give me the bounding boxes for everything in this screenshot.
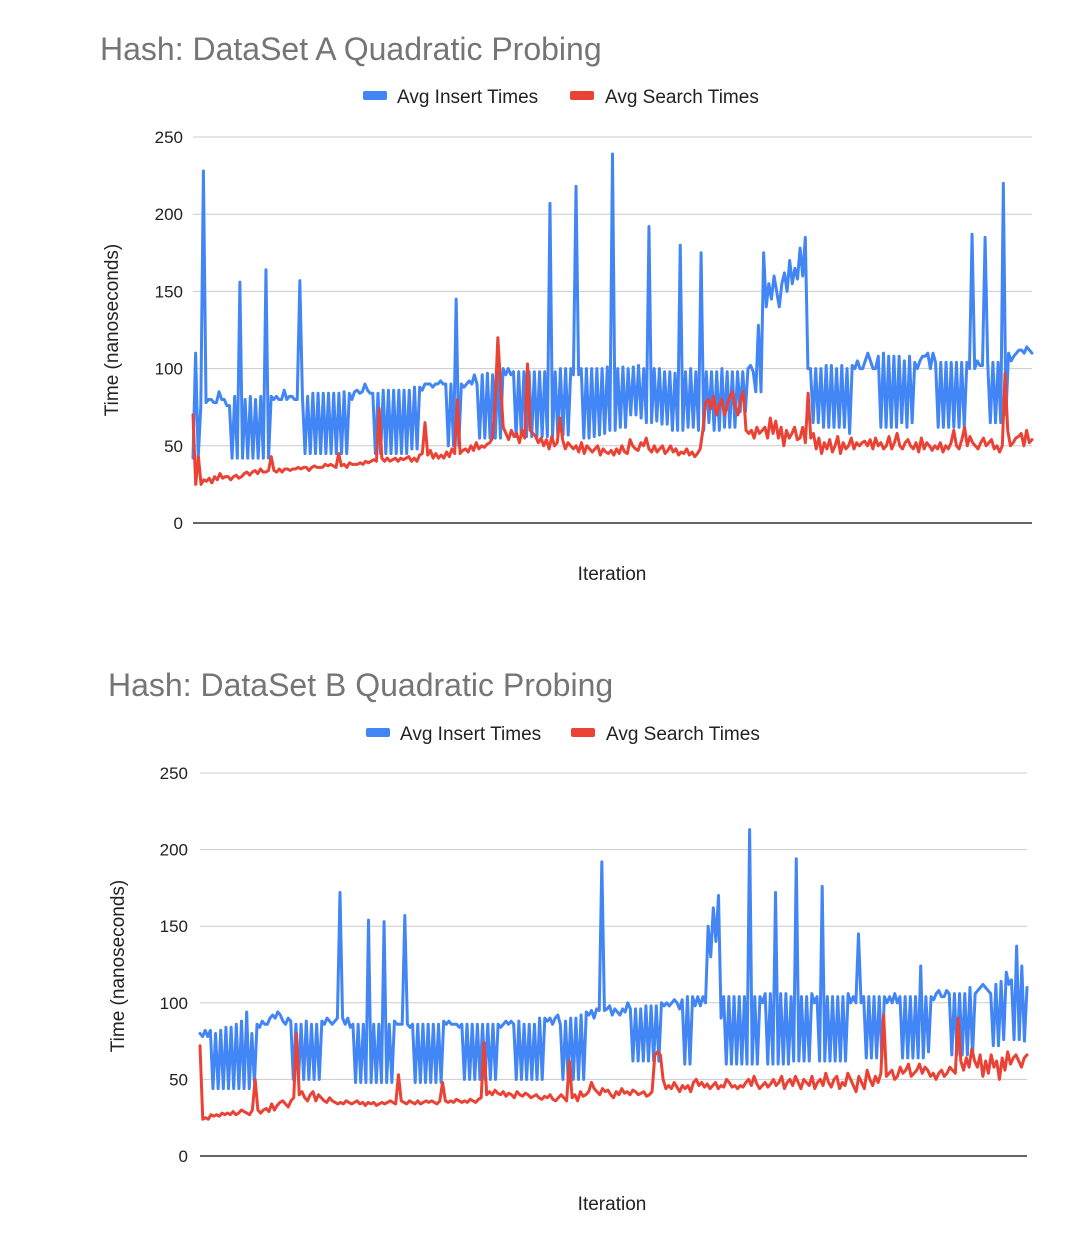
y-axis-ticks: 0 50 100 150 200 250 — [155, 128, 183, 533]
chart-dataset-a: Hash: DataSet A Quadratic Probing Avg In… — [0, 0, 1085, 620]
legend-swatch-search — [570, 91, 594, 100]
y-tick-label: 200 — [160, 841, 188, 860]
series-line-insert-times — [191, 152, 1034, 460]
y-tick-label: 200 — [155, 205, 183, 224]
y-tick-label: 250 — [160, 764, 188, 783]
legend-swatch-search — [571, 728, 595, 737]
chart-b-svg: Hash: DataSet B Quadratic Probing Avg In… — [108, 667, 1029, 1215]
series-lines — [198, 828, 1029, 1121]
y-axis-label: Time (nanoseconds) — [102, 244, 123, 416]
x-axis-label: Iteration — [578, 564, 647, 585]
legend-label-search: Avg Search Times — [605, 87, 759, 108]
y-tick-label: 50 — [169, 1070, 188, 1089]
series-line-insert-times — [198, 828, 1029, 1091]
y-tick-label: 100 — [155, 360, 183, 379]
series-line-search-times — [191, 336, 1034, 486]
y-tick-label: 50 — [164, 437, 183, 456]
legend-label-search: Avg Search Times — [606, 724, 760, 745]
chart-title: Hash: DataSet A Quadratic Probing — [100, 31, 602, 67]
x-axis-label: Iteration — [578, 1194, 647, 1215]
series-lines — [191, 152, 1034, 486]
y-axis-label: Time (nanoseconds) — [108, 880, 129, 1052]
legend: Avg Insert Times Avg Search Times — [363, 87, 759, 108]
y-tick-label: 150 — [160, 917, 188, 936]
legend-swatch-insert — [366, 728, 390, 737]
series-line-search-times — [198, 1013, 1029, 1121]
y-tick-label: 100 — [160, 994, 188, 1013]
legend-label-insert: Avg Insert Times — [397, 87, 538, 108]
legend-swatch-insert — [363, 91, 387, 100]
chart-a-svg: Hash: DataSet A Quadratic Probing Avg In… — [100, 31, 1034, 585]
y-tick-label: 0 — [179, 1147, 188, 1166]
chart-dataset-b: Hash: DataSet B Quadratic Probing Avg In… — [0, 630, 1085, 1250]
y-tick-label: 150 — [155, 282, 183, 301]
y-tick-label: 0 — [174, 514, 183, 533]
chart-title: Hash: DataSet B Quadratic Probing — [108, 667, 613, 703]
legend-label-insert: Avg Insert Times — [400, 724, 541, 745]
y-axis-ticks: 0 50 100 150 200 250 — [160, 764, 188, 1166]
legend: Avg Insert Times Avg Search Times — [366, 724, 760, 745]
y-tick-label: 250 — [155, 128, 183, 147]
